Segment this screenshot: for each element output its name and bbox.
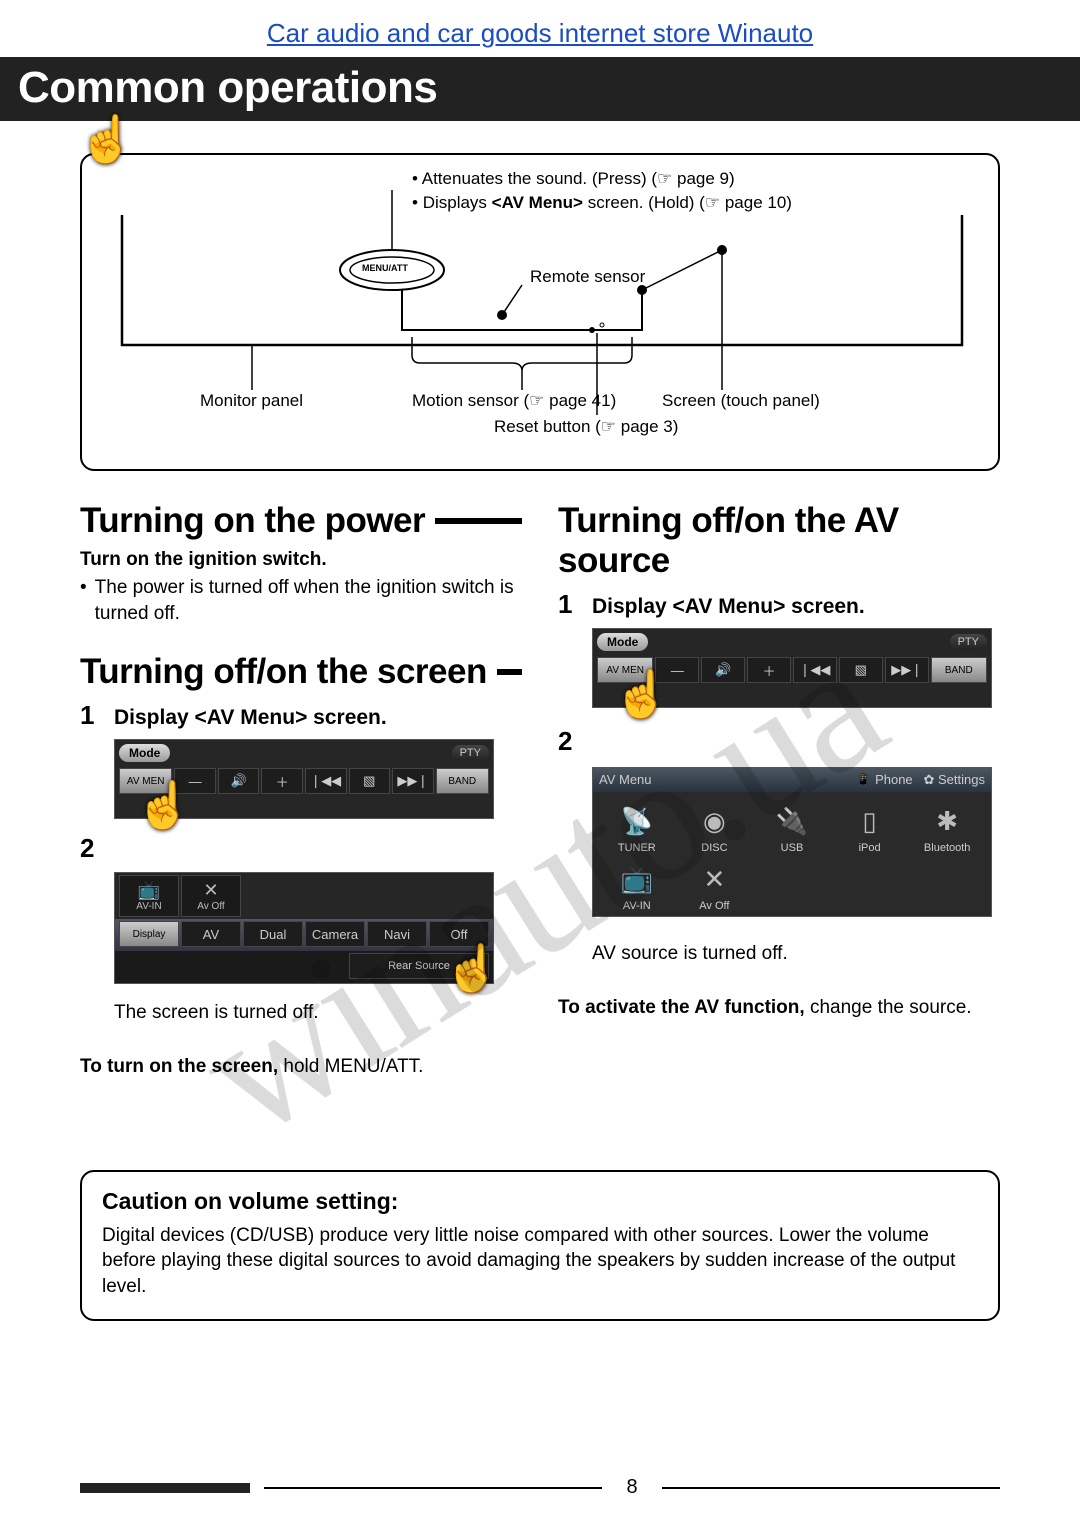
mode-pill: Mode: [119, 744, 170, 762]
ignition-body: •The power is turned off when the igniti…: [80, 575, 522, 626]
device-diagram: • Attenuates the sound. (Press) (☞ page …: [80, 153, 1000, 471]
avoff-item: ✕Av Off: [679, 858, 751, 912]
avin-cell: 📺AV-IN: [119, 875, 179, 917]
off-btn: Off: [429, 921, 489, 947]
usb-item: 🔌USB: [756, 800, 828, 854]
speaker-icon: 🔊: [701, 657, 745, 683]
caution-body: Digital devices (CD/USB) produce very li…: [102, 1223, 978, 1300]
navi-btn: Navi: [367, 921, 427, 947]
motion-sensor-label: Motion sensor (☞ page 41): [412, 391, 616, 411]
remote-sensor-label: Remote sensor: [530, 267, 645, 287]
screenshot-av-menu: AV Menu 📱 Phone ✿ Settings 📡TUNER ◉DISC …: [592, 767, 992, 917]
ipod-item: ▯iPod: [834, 800, 906, 854]
vol-up-icon: ＋: [747, 657, 791, 683]
pty-pill: PTY: [950, 634, 987, 650]
store-link[interactable]: Car audio and car goods internet store W…: [267, 18, 813, 48]
page-number: 8: [616, 1476, 647, 1499]
section-screen-title: Turning off/on the screen: [80, 652, 522, 692]
rear-source-btn: Rear Source: [349, 953, 489, 979]
speaker-icon: 🔊: [218, 768, 260, 794]
page-title-bar: Common operations: [0, 57, 1080, 121]
section-avsource-title: Turning off/on the AV source: [558, 501, 1000, 581]
left-column: Turning on the power Turn on the ignitio…: [80, 495, 522, 1080]
next-icon: ▶▶❘: [392, 768, 434, 794]
phone-btn: 📱 Phone: [855, 772, 912, 787]
vol-up-icon: ＋: [261, 768, 303, 794]
section-power-title: Turning on the power: [80, 501, 522, 541]
screenshot-mode-bar-left: Mode PTY AV MEN — 🔊 ＋ ❘◀◀ ▧ ▶▶❘ BAND ☝: [114, 739, 494, 819]
avmenu-btn: AV MEN: [597, 657, 653, 683]
reset-button-label: Reset button (☞ page 3): [494, 417, 678, 437]
avmenu-btn: AV MEN: [119, 768, 172, 794]
vol-down-icon: —: [174, 768, 216, 794]
left-step-2: 2: [80, 833, 522, 864]
avmenu-title: AV Menu: [599, 772, 652, 788]
caution-box: Caution on volume setting: Digital devic…: [80, 1170, 1000, 1322]
display-btn: Display: [119, 921, 179, 947]
vol-down-icon: —: [655, 657, 699, 683]
avoff-cell: ✕Av Off: [181, 875, 241, 917]
next-icon: ▶▶❘: [885, 657, 929, 683]
diagram-bullet-2: • Displays <AV Menu> screen. (Hold) (☞ p…: [412, 193, 792, 213]
mid-icon: ▧: [839, 657, 883, 683]
disc-item: ◉DISC: [679, 800, 751, 854]
mode-pill: Mode: [597, 633, 648, 651]
avin-item: 📺AV-IN: [601, 858, 673, 912]
pty-pill: PTY: [452, 745, 489, 761]
dual-btn: Dual: [243, 921, 303, 947]
activate-av-text: To activate the AV function, change the …: [558, 995, 1000, 1021]
header-link-container: Car audio and car goods internet store W…: [0, 0, 1080, 57]
screenshot-mode-bar-right: Mode PTY AV MEN — 🔊 ＋ ❘◀◀ ▧ ▶▶❘ BAND ☝: [592, 628, 992, 708]
mid-icon: ▧: [349, 768, 391, 794]
right-column: Turning off/on the AV source 1 Display <…: [558, 495, 1000, 1080]
settings-btn: ✿ Settings: [924, 772, 986, 787]
band-btn: BAND: [931, 657, 987, 683]
menu-att-label: MENU/ATT: [362, 263, 408, 273]
screen-off-text: The screen is turned off.: [114, 1000, 522, 1026]
ignition-subtitle: Turn on the ignition switch.: [80, 549, 522, 571]
caution-title: Caution on volume setting:: [102, 1188, 978, 1215]
page-footer: 8: [0, 1476, 1080, 1499]
screenshot-display-menu: 📺AV-IN ✕Av Off Display AV Dual Camera Na…: [114, 872, 494, 984]
tuner-item: 📡TUNER: [601, 800, 673, 854]
right-step-1: 1 Display <AV Menu> screen.: [558, 589, 1000, 620]
prev-icon: ❘◀◀: [305, 768, 347, 794]
av-off-text: AV source is turned off.: [592, 941, 1000, 967]
band-btn: BAND: [436, 768, 489, 794]
bluetooth-item: ✱Bluetooth: [911, 800, 983, 854]
prev-icon: ❘◀◀: [793, 657, 837, 683]
av-btn: AV: [181, 921, 241, 947]
left-step-1: 1 Display <AV Menu> screen.: [80, 700, 522, 731]
camera-btn: Camera: [305, 921, 365, 947]
turn-on-screen-text: To turn on the screen, hold MENU/ATT.: [80, 1054, 522, 1080]
right-step-2: 2: [558, 726, 1000, 757]
diagram-bullet-1: • Attenuates the sound. (Press) (☞ page …: [412, 169, 735, 189]
screen-touch-label: Screen (touch panel): [662, 391, 820, 411]
monitor-panel-label: Monitor panel: [200, 391, 303, 411]
